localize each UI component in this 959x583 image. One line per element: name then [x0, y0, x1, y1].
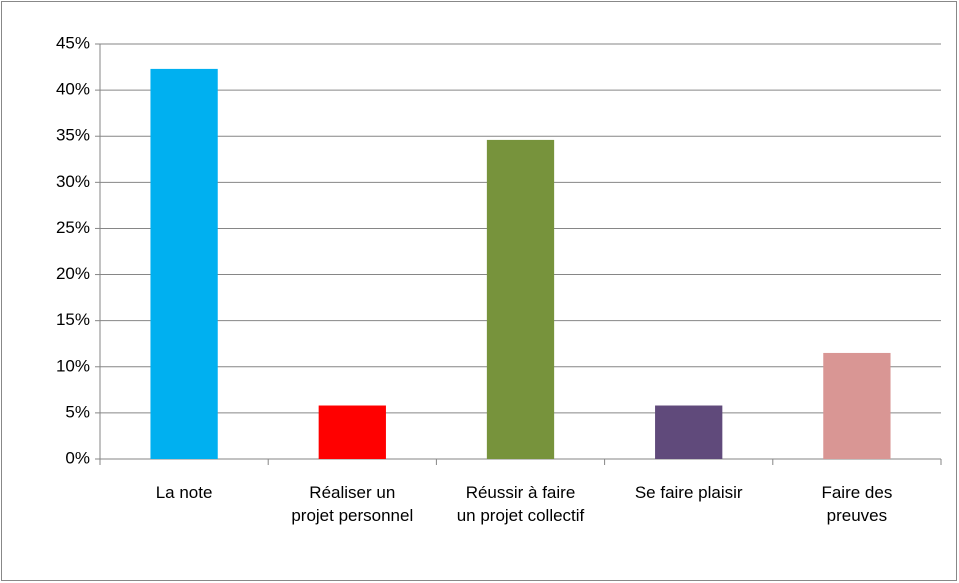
x-tick-label: Réussir à faire un projet collectif	[456, 483, 585, 525]
y-tick-label: 5%	[65, 402, 90, 421]
bar	[150, 68, 218, 460]
y-tick-label: 35%	[56, 126, 90, 145]
bar	[486, 139, 555, 459]
y-tick-label: 0%	[65, 448, 90, 467]
bar	[318, 405, 386, 459]
y-tick-label: 20%	[56, 264, 90, 283]
y-tick-label: 15%	[56, 310, 90, 329]
bar	[823, 352, 891, 459]
x-tick-label: Se faire plaisir	[634, 483, 743, 502]
x-tick-label: Réaliser un projet personnel	[291, 483, 414, 525]
y-tick-label: 25%	[56, 218, 90, 237]
y-tick-label: 45%	[56, 33, 90, 52]
x-tick-label: La note	[155, 483, 213, 502]
y-tick-label: 30%	[56, 172, 90, 191]
y-tick-label: 10%	[56, 356, 90, 375]
y-tick-label: 40%	[56, 80, 90, 99]
x-tick-label: Faire des preuves	[821, 483, 893, 525]
bar	[655, 405, 723, 459]
